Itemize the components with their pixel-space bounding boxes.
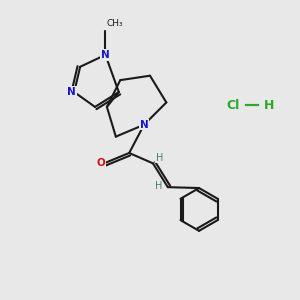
Text: Cl: Cl — [226, 99, 240, 112]
Text: O: O — [97, 158, 105, 168]
Text: N: N — [68, 87, 76, 97]
Text: N: N — [101, 50, 110, 60]
Text: N: N — [140, 120, 148, 130]
Text: H: H — [264, 99, 275, 112]
Text: H: H — [154, 181, 162, 191]
Text: H: H — [156, 153, 163, 163]
Text: CH₃: CH₃ — [107, 19, 124, 28]
